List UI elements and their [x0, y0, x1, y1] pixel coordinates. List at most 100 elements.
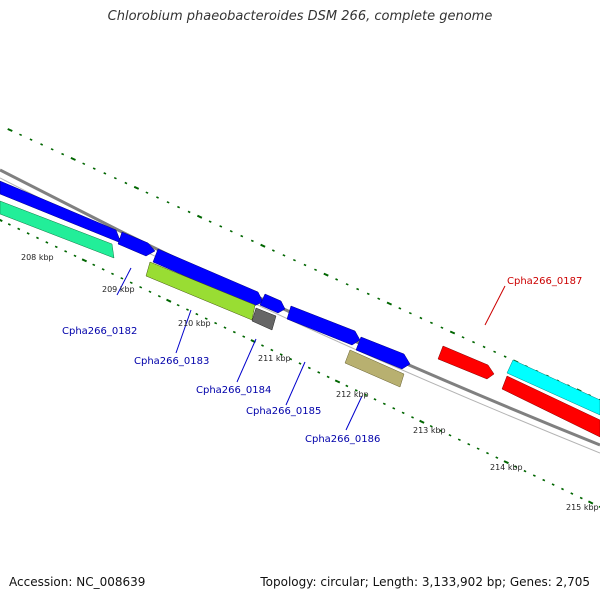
minor-tick	[219, 225, 223, 228]
minor-tick	[345, 384, 349, 388]
minor-tick	[314, 268, 318, 272]
minor-tick	[176, 303, 180, 307]
minor-tick	[157, 294, 161, 298]
minor-tick	[54, 245, 58, 249]
minor-tick	[292, 258, 296, 262]
minor-tick	[467, 442, 471, 446]
minor-tick	[392, 407, 396, 410]
gene-label-leader	[116, 267, 132, 296]
major-tick	[260, 243, 266, 248]
minor-tick	[373, 398, 377, 401]
minor-tick	[307, 366, 311, 370]
major-tick	[503, 460, 509, 465]
minor-tick	[303, 263, 307, 267]
gene-arrow-forward[interactable]	[355, 336, 411, 370]
major-tick	[587, 500, 594, 505]
gene-arrow-forward[interactable]	[506, 359, 600, 416]
minor-tick	[40, 143, 44, 146]
gene-label[interactable]: Cpha266_0182	[62, 326, 137, 337]
rna-feature[interactable]	[251, 307, 277, 331]
minor-tick	[124, 181, 128, 185]
minor-tick	[166, 201, 170, 204]
major-tick	[166, 298, 172, 303]
gene-arrow-forward[interactable]	[259, 293, 286, 314]
minor-tick	[195, 312, 199, 316]
major-tick	[419, 419, 425, 424]
minor-tick	[19, 133, 23, 137]
minor-tick	[101, 268, 105, 271]
minor-tick	[29, 138, 33, 141]
minor-tick	[570, 492, 574, 495]
accession-text: Accession: NC_008639	[9, 575, 146, 589]
minor-tick	[282, 254, 286, 257]
minor-tick	[439, 429, 443, 433]
major-tick	[449, 330, 456, 335]
minor-tick	[223, 326, 227, 329]
minor-tick	[382, 402, 386, 406]
minor-tick	[73, 254, 77, 258]
rna-feature[interactable]	[145, 261, 256, 321]
minor-tick	[523, 469, 527, 473]
minor-tick	[364, 393, 368, 397]
minor-tick	[261, 344, 264, 347]
gene-label[interactable]: Cpha266_0184	[196, 385, 271, 396]
minor-tick	[61, 152, 65, 156]
major-tick	[70, 156, 76, 161]
gene-label[interactable]: Cpha266_0185	[246, 406, 321, 417]
minor-tick	[398, 307, 402, 310]
gene-label-leader	[484, 285, 506, 326]
minor-tick	[156, 196, 159, 199]
minor-tick	[551, 483, 555, 486]
minor-tick	[50, 148, 54, 151]
gene-arrow-forward[interactable]	[286, 305, 361, 346]
minor-tick	[377, 297, 381, 301]
scale-label: 215 kbp	[566, 503, 599, 512]
minor-tick	[440, 326, 444, 329]
minor-tick	[139, 285, 143, 289]
gene-label[interactable]: Cpha266_0187	[507, 276, 582, 287]
minor-tick	[298, 362, 302, 365]
minor-tick	[232, 330, 236, 334]
scale-label: 212 kbp	[336, 390, 369, 399]
scale-label: 209 kbp	[102, 285, 135, 294]
minor-tick	[271, 249, 275, 252]
major-tick	[196, 214, 203, 219]
minor-tick	[64, 250, 68, 253]
major-tick	[323, 272, 329, 277]
minor-tick	[36, 236, 39, 240]
gene-arrow-forward[interactable]	[437, 345, 495, 380]
minor-tick	[17, 227, 21, 231]
minor-tick	[26, 232, 30, 235]
minor-tick	[411, 416, 414, 419]
minor-tick	[461, 336, 465, 339]
gene-arrow-reverse[interactable]	[501, 375, 600, 438]
gene-arrow-forward[interactable]	[152, 248, 264, 307]
scale-label: 208 kbp	[21, 253, 54, 262]
gene-label-leader	[236, 338, 257, 383]
minor-tick	[472, 340, 476, 344]
minor-tick	[279, 353, 283, 356]
minor-tick	[542, 478, 546, 482]
minor-tick	[514, 465, 518, 468]
gene-arrow-reverse[interactable]	[0, 200, 115, 259]
minor-tick	[401, 411, 405, 415]
gene-label-leader	[345, 395, 363, 431]
minor-tick	[289, 357, 293, 361]
major-tick	[133, 185, 140, 190]
minor-tick	[457, 438, 461, 442]
minor-tick	[208, 220, 212, 223]
gene-label[interactable]: Cpha266_0183	[134, 356, 209, 367]
scale-label: 213 kbp	[413, 426, 446, 435]
genome-title: Chlorobium phaeobacteroides DSM 266, com…	[107, 9, 493, 24]
minor-tick	[229, 229, 233, 233]
gene-label[interactable]: Cpha266_0186	[305, 434, 380, 445]
outer-tick-track	[7, 128, 600, 401]
minor-tick	[129, 281, 133, 285]
minor-tick	[366, 292, 370, 296]
minor-tick	[7, 223, 11, 226]
rna-feature[interactable]	[344, 349, 405, 388]
minor-tick	[111, 272, 114, 276]
minor-tick	[486, 451, 489, 455]
gene-arrow-forward[interactable]	[117, 231, 156, 257]
